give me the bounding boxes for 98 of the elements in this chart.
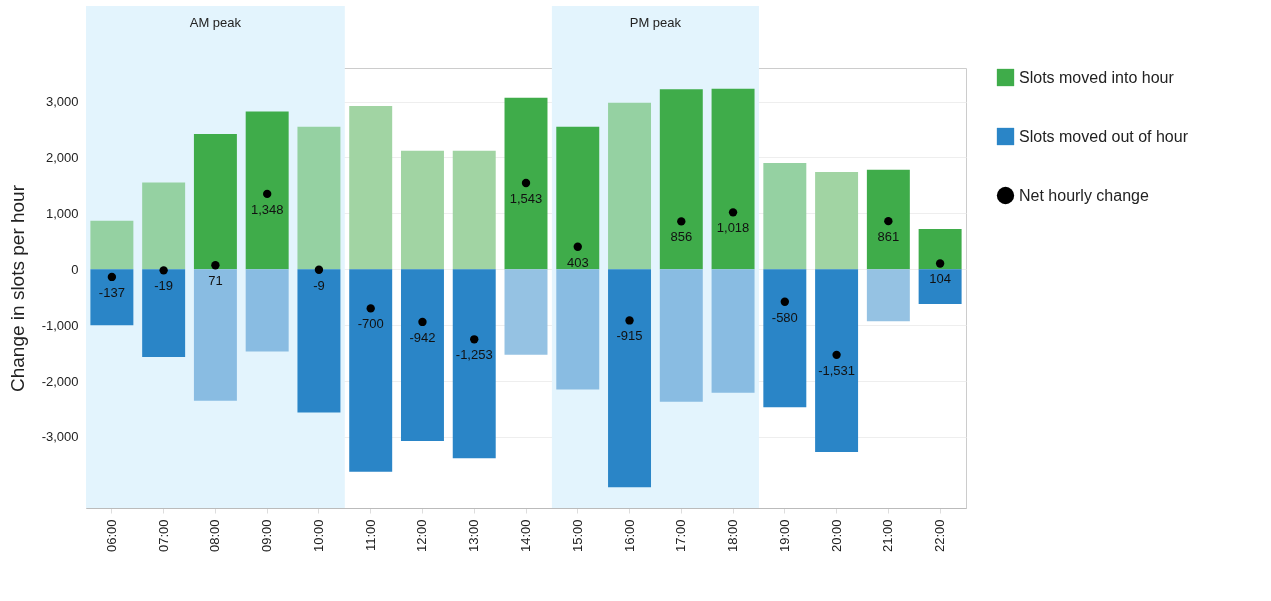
- bar: [400, 269, 444, 441]
- bar: [711, 88, 755, 270]
- bar: [659, 89, 703, 270]
- x-tick-label: 19:00: [776, 519, 792, 553]
- x-tick-label: 12:00: [414, 519, 430, 553]
- bar: [815, 269, 859, 453]
- point: [314, 265, 324, 274]
- x-tick-label: 18:00: [725, 519, 741, 553]
- point: [677, 217, 686, 226]
- point: [470, 335, 479, 344]
- point: [935, 259, 945, 268]
- point: [211, 261, 220, 270]
- y-tick-label: -3,000: [41, 429, 79, 445]
- point: [107, 272, 117, 282]
- bar: [297, 126, 341, 270]
- bar: [711, 269, 755, 393]
- band-label: PM peak: [629, 15, 682, 30]
- data-label: 856: [670, 229, 693, 245]
- point: [418, 317, 427, 327]
- y-tick-label: -2,000: [41, 373, 79, 389]
- x-tick-label: 09:00: [259, 519, 275, 553]
- bar: [142, 269, 186, 358]
- y-tick-label: 3,000: [45, 94, 79, 110]
- point: [780, 297, 790, 306]
- x-tick-label: 10:00: [310, 519, 326, 553]
- data-label: -1,253: [455, 347, 493, 363]
- data-label: 104: [929, 271, 951, 287]
- x-tick-label: 07:00: [155, 519, 171, 553]
- bar: [245, 269, 289, 352]
- bar: [142, 182, 186, 270]
- data-label: -580: [771, 309, 798, 325]
- bar: [659, 269, 703, 402]
- bar: [866, 269, 910, 322]
- x-tick-label: 22:00: [932, 519, 948, 553]
- bar: [452, 269, 496, 459]
- point: [262, 189, 272, 199]
- bar: [763, 163, 807, 270]
- bar: [918, 229, 962, 270]
- bar: [193, 133, 237, 270]
- bar: [297, 269, 341, 413]
- point: [366, 304, 375, 313]
- data-label: -700: [357, 316, 384, 332]
- bar: [763, 269, 807, 408]
- bar: [608, 269, 652, 488]
- data-label: 403: [566, 254, 589, 270]
- point: [728, 208, 738, 217]
- data-label: -942: [409, 329, 436, 345]
- y-tick-label: 0: [71, 261, 79, 277]
- bar: [608, 102, 652, 270]
- point: [884, 216, 893, 226]
- x-tick-label: 21:00: [880, 519, 896, 553]
- bar: [504, 97, 548, 270]
- bar: [556, 126, 600, 270]
- x-tick-label: 17:00: [673, 519, 689, 553]
- data-label: 861: [877, 229, 900, 245]
- bar: [504, 269, 548, 355]
- bar: [90, 220, 134, 270]
- point: [521, 178, 531, 188]
- x-tick-label: 16:00: [621, 519, 637, 553]
- data-label: 1,543: [509, 191, 543, 206]
- bar: [918, 269, 962, 304]
- x-tick-label: 14:00: [518, 519, 533, 553]
- data-label: -1,531: [818, 362, 856, 378]
- data-label: -9: [313, 277, 325, 293]
- data-label: -19: [154, 278, 174, 294]
- band-label: AM peak: [189, 15, 242, 30]
- data-label: 1,348: [250, 201, 284, 217]
- y-tick-label: 2,000: [45, 149, 79, 165]
- bar: [90, 269, 134, 326]
- x-tick-label: 08:00: [207, 519, 223, 553]
- x-tick-label: 06:00: [103, 519, 119, 553]
- data-label: -137: [98, 284, 125, 300]
- x-tick-label: 13:00: [466, 519, 482, 553]
- bar: [349, 106, 393, 270]
- data-label: -915: [616, 328, 643, 344]
- y-tick-label: 1,000: [45, 205, 79, 221]
- bar: [556, 269, 600, 390]
- legend-label: Slots moved into hour: [1019, 68, 1175, 86]
- bar: [349, 269, 393, 472]
- bar: [400, 150, 444, 270]
- bar: [193, 269, 237, 401]
- bar: [815, 171, 859, 270]
- point: [832, 350, 841, 360]
- bar: [245, 111, 289, 270]
- point: [159, 266, 168, 275]
- bar: [866, 169, 910, 270]
- y-axis-title: Change in slots per hour: [6, 184, 28, 393]
- x-tick-label: 11:00: [362, 519, 378, 552]
- data-label: 71: [208, 273, 223, 289]
- legend-label: Slots moved out of hour: [1019, 127, 1189, 145]
- point: [573, 242, 582, 251]
- x-tick-label: 15:00: [569, 519, 585, 553]
- data-label: 1,018: [716, 220, 750, 236]
- x-tick-label: 20:00: [828, 519, 844, 553]
- point: [625, 316, 634, 325]
- bar: [452, 150, 496, 270]
- y-tick-label: -1,000: [41, 317, 79, 333]
- legend-label: Net hourly change: [1019, 186, 1149, 204]
